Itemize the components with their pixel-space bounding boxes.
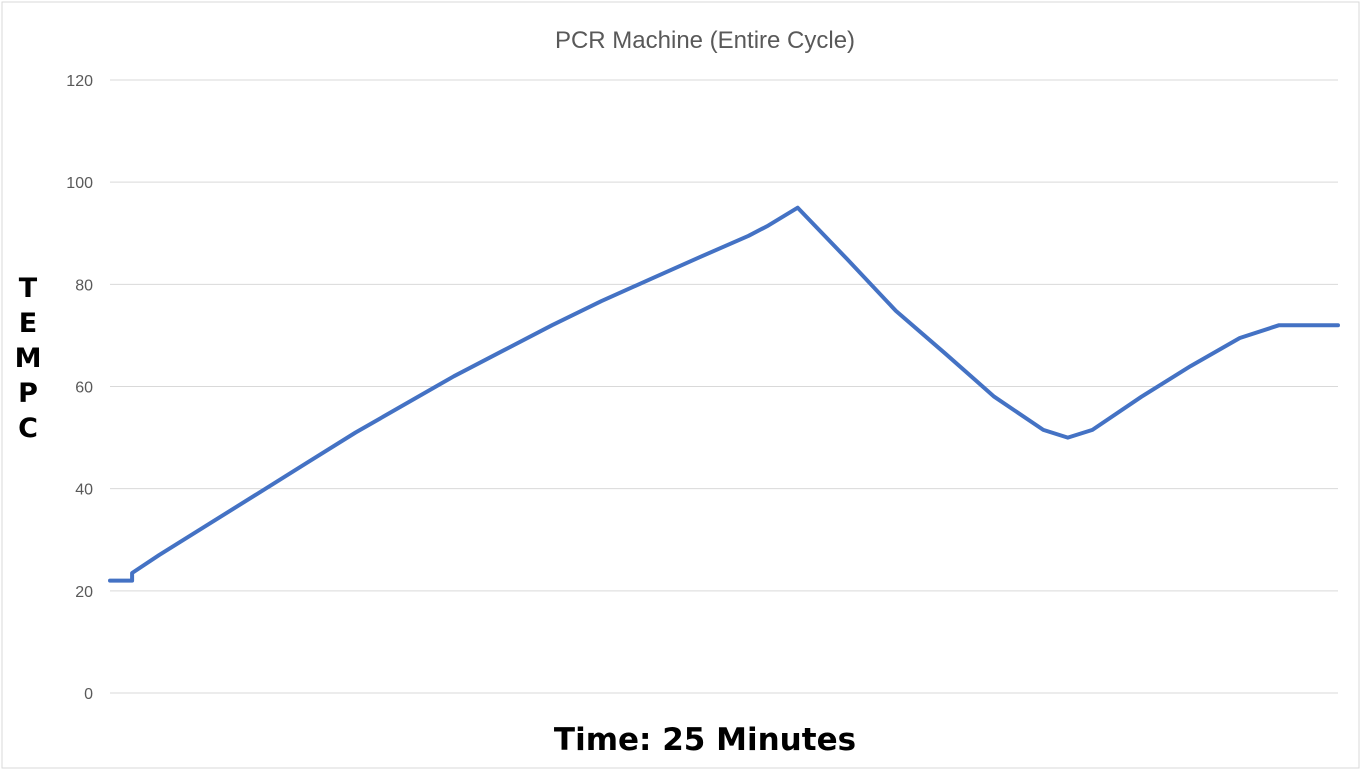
y-axis-label-letter: P — [18, 378, 38, 409]
y-tick-label: 100 — [66, 175, 93, 192]
y-axis-label-letter: E — [18, 308, 38, 339]
y-axis-label-letter: T — [18, 273, 38, 304]
y-tick-label: 60 — [75, 380, 93, 397]
y-tick-label: 20 — [75, 584, 93, 601]
gridlines — [110, 79, 1338, 694]
x-axis-label: Time: 25 Minutes — [553, 722, 857, 758]
y-tick-label: 80 — [75, 277, 93, 294]
y-tick-label: 120 — [66, 73, 93, 90]
y-axis-tick-labels: 0 20 40 60 80 100 120 — [66, 73, 93, 703]
y-tick-label: 0 — [84, 686, 93, 703]
y-axis-label-letter: M — [14, 343, 42, 374]
chart-title: PCR Machine (Entire Cycle) — [555, 27, 855, 54]
y-axis-label-letter: C — [18, 413, 38, 444]
y-tick-label: 40 — [75, 482, 93, 499]
series-line-0 — [108, 205, 1340, 583]
series-layer — [108, 205, 1340, 583]
